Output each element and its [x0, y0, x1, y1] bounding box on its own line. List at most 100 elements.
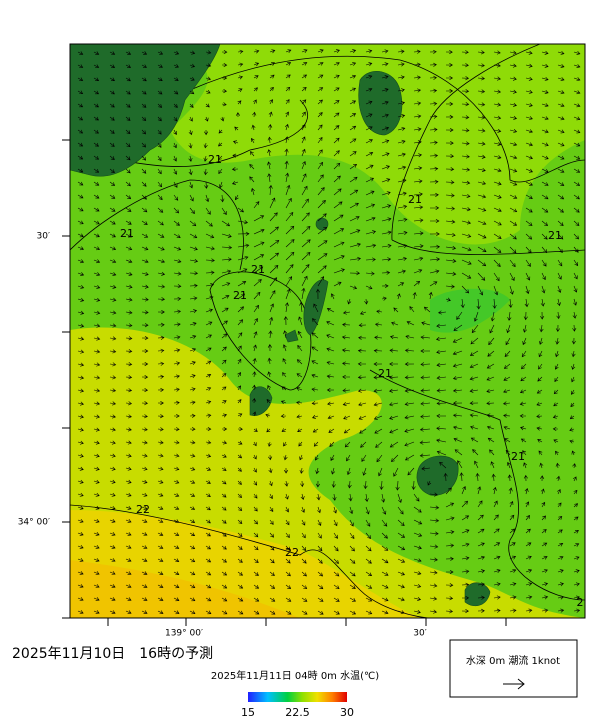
- current-arrow: [269, 493, 273, 500]
- current-arrow: [141, 284, 149, 289]
- current-arrow: [296, 400, 303, 405]
- contour-label: 21: [378, 367, 392, 380]
- current-arrow: [361, 454, 367, 462]
- current-arrow: [77, 323, 85, 328]
- current-arrow: [486, 389, 495, 394]
- current-arrow: [477, 89, 486, 94]
- current-arrow: [541, 63, 549, 68]
- current-arrow: [253, 428, 258, 432]
- current-arrow: [157, 181, 163, 188]
- current-arrow: [373, 388, 383, 393]
- current-arrow: [109, 388, 117, 393]
- current-arrow: [376, 454, 383, 463]
- current-arrow: [397, 256, 407, 261]
- current-arrow: [333, 162, 341, 170]
- current-arrow: [141, 51, 148, 55]
- current-arrow: [413, 140, 422, 145]
- current-arrow: [553, 439, 559, 444]
- current-arrow: [317, 74, 324, 79]
- current-arrow: [141, 558, 148, 562]
- current-arrow: [557, 259, 563, 267]
- current-arrow: [429, 492, 438, 497]
- current-arrow: [157, 348, 165, 353]
- current-arrow: [189, 258, 199, 263]
- current-arrow: [541, 220, 549, 227]
- current-arrow: [109, 414, 116, 419]
- current-arrow: [205, 76, 212, 81]
- current-arrow: [269, 571, 275, 577]
- current-arrow: [93, 532, 100, 536]
- current-arrow: [436, 375, 447, 380]
- current-arrow: [93, 414, 100, 419]
- current-arrow: [141, 155, 147, 161]
- current-arrow: [493, 102, 502, 107]
- current-arrow: [541, 129, 549, 134]
- current-arrow: [461, 89, 470, 94]
- current-arrow: [189, 246, 198, 251]
- current-arrow: [93, 440, 100, 445]
- current-arrow: [157, 387, 165, 392]
- current-arrow: [509, 142, 518, 147]
- current-arrow: [413, 280, 421, 287]
- current-arrow: [109, 220, 116, 225]
- current-arrow: [413, 584, 422, 589]
- current-arrow: [253, 99, 257, 105]
- current-arrow: [205, 246, 215, 251]
- current-arrow: [267, 344, 272, 352]
- current-arrow: [317, 532, 322, 539]
- current-arrow: [333, 228, 345, 235]
- current-arrow: [429, 62, 437, 67]
- current-arrow: [109, 453, 116, 458]
- current-arrow: [333, 255, 345, 261]
- current-arrow: [221, 545, 227, 550]
- current-arrow: [493, 259, 501, 267]
- current-arrow: [503, 389, 511, 394]
- current-arrow: [301, 239, 311, 248]
- current-arrow: [203, 142, 208, 149]
- current-arrow: [389, 388, 399, 393]
- current-arrow: [317, 99, 323, 105]
- current-arrow: [358, 323, 367, 328]
- current-arrow: [141, 220, 148, 225]
- current-arrow: [360, 441, 367, 448]
- current-arrow: [141, 374, 149, 380]
- current-arrow: [173, 194, 179, 201]
- current-arrow: [461, 500, 468, 508]
- current-arrow: [285, 184, 291, 196]
- current-arrow: [157, 427, 164, 432]
- current-arrow: [125, 375, 133, 380]
- current-arrow: [397, 584, 405, 589]
- current-arrow: [397, 204, 408, 209]
- current-arrow: [557, 77, 565, 82]
- current-arrow: [365, 532, 371, 539]
- current-arrow: [189, 387, 196, 392]
- current-arrow: [109, 466, 116, 471]
- current-arrow: [461, 207, 471, 212]
- current-arrow: [218, 129, 223, 134]
- current-arrow: [220, 116, 225, 122]
- current-arrow: [141, 440, 148, 445]
- current-arrow: [109, 597, 116, 601]
- current-arrow: [253, 201, 260, 209]
- current-arrow: [268, 124, 273, 131]
- current-arrow: [358, 335, 367, 340]
- current-arrow: [469, 350, 479, 356]
- current-arrow: [205, 308, 213, 313]
- current-arrow: [157, 571, 164, 576]
- current-arrow: [221, 373, 227, 378]
- current-arrow: [221, 571, 228, 576]
- current-arrow: [221, 467, 227, 471]
- current-arrow: [381, 139, 390, 144]
- current-arrow: [221, 558, 227, 563]
- current-arrow: [406, 321, 415, 326]
- current-arrow: [237, 454, 243, 459]
- current-arrow: [317, 571, 324, 577]
- current-arrow: [173, 296, 182, 301]
- current-arrow: [381, 165, 390, 170]
- current-arrow: [397, 506, 404, 515]
- current-arrow: [221, 49, 228, 55]
- current-arrow: [404, 375, 415, 380]
- current-arrow: [77, 233, 84, 238]
- current-arrow: [297, 330, 303, 339]
- current-arrow: [205, 207, 211, 215]
